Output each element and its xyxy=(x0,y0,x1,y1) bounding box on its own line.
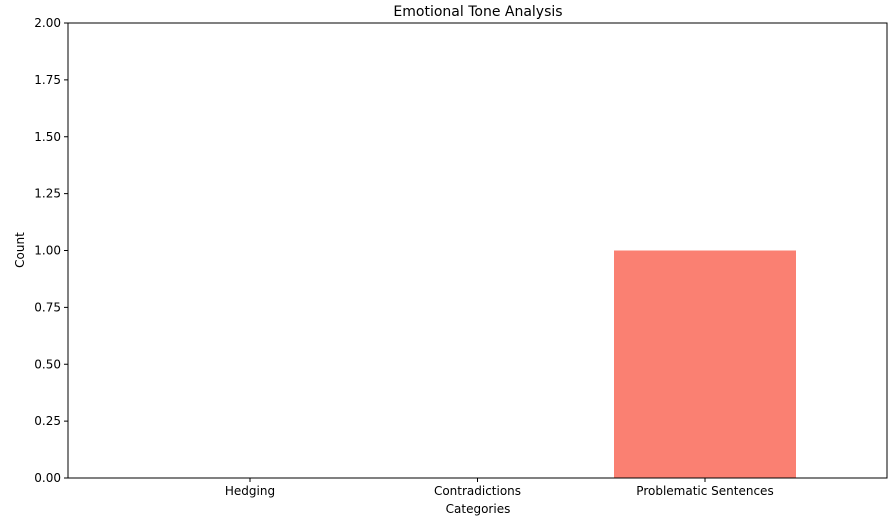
y-tick-label-2: 0.50 xyxy=(34,357,61,371)
x-axis-label: Categories xyxy=(446,502,511,516)
chart-title: Emotional Tone Analysis xyxy=(393,4,562,20)
y-tick-label-6: 1.50 xyxy=(34,130,61,144)
y-axis-label: Count xyxy=(13,232,27,268)
y-tick-label-3: 0.75 xyxy=(34,300,61,314)
y-tick-label-1: 0.25 xyxy=(34,414,61,428)
x-tick-label-1: Contradictions xyxy=(434,484,521,498)
y-tick-label-0: 0.00 xyxy=(34,471,61,485)
x-tick-label-0: Hedging xyxy=(225,484,275,498)
ticks-layer: 0.00 0.25 0.50 0.75 1.00 1.25 1.50 1.75 2.00 Hedg… xyxy=(34,16,773,498)
x-tick-label-2: Problematic Sentences xyxy=(636,484,773,498)
y-tick-label-7: 1.75 xyxy=(34,73,61,87)
bar-2 xyxy=(614,250,796,478)
y-tick-label-5: 1.25 xyxy=(34,187,61,201)
bars-layer xyxy=(614,250,796,478)
y-tick-label-4: 1.00 xyxy=(34,244,61,258)
y-tick-label-8: 2.00 xyxy=(34,16,61,30)
